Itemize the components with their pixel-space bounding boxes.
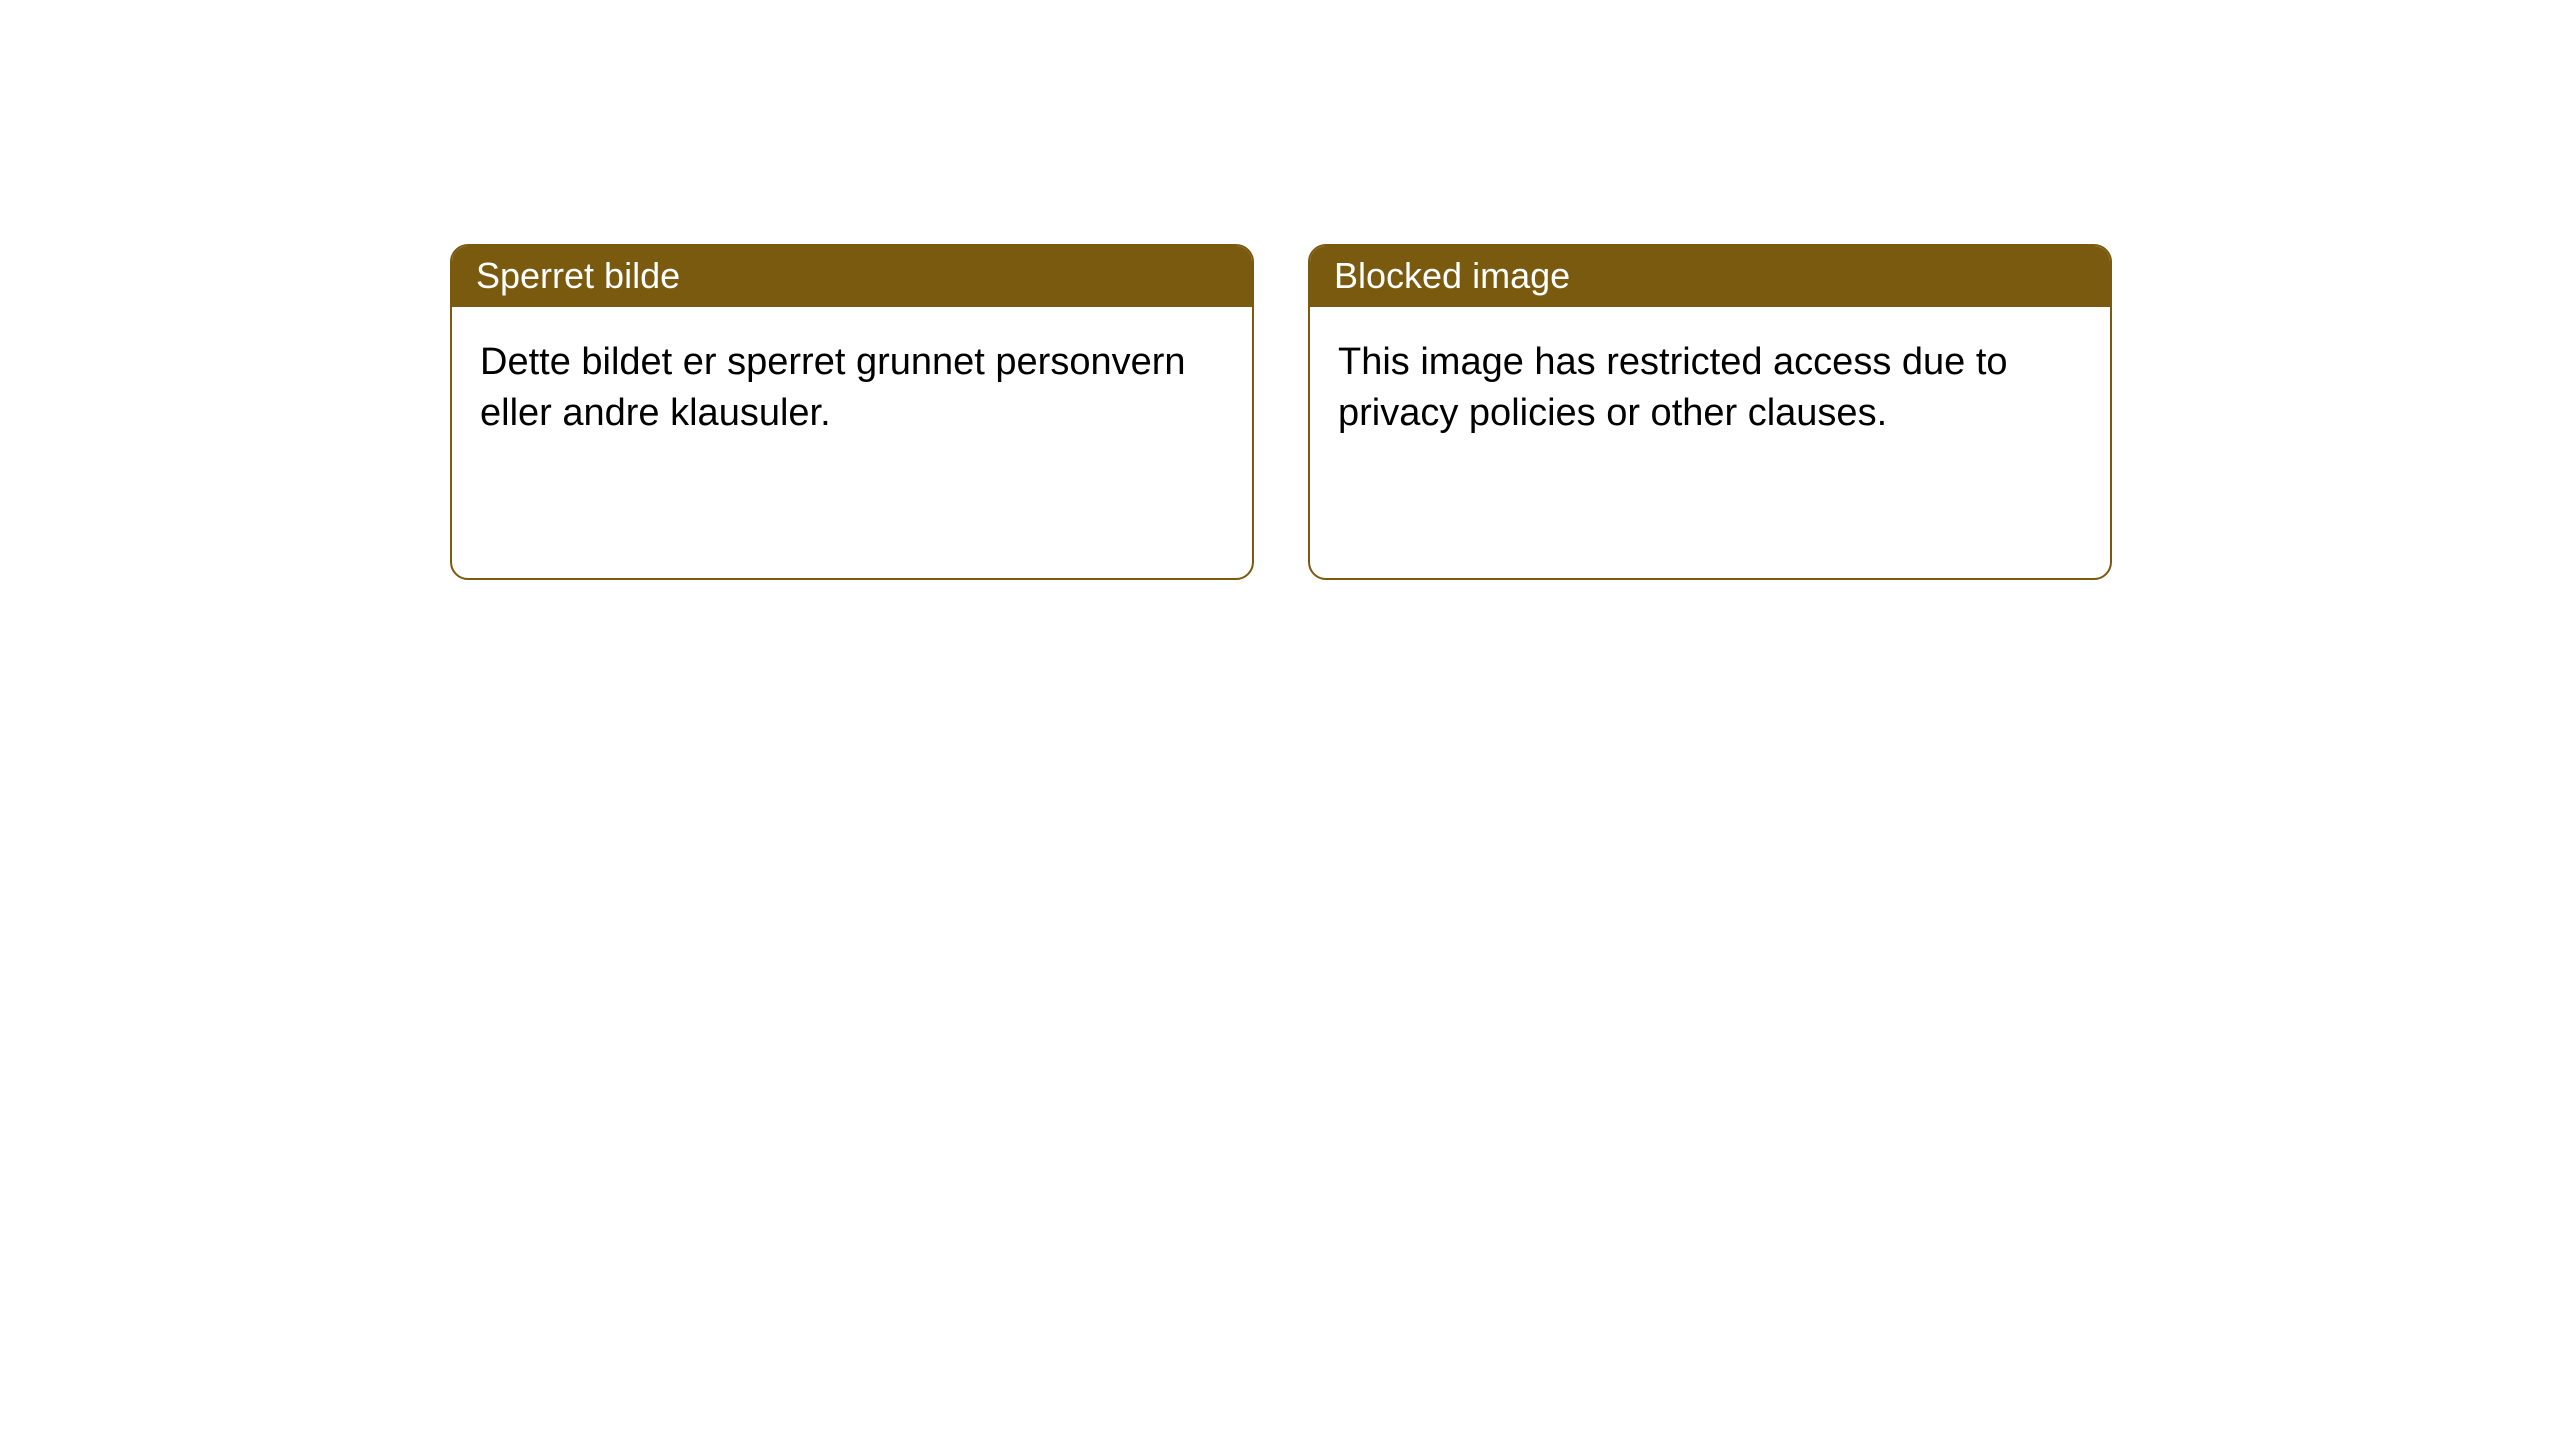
notice-card-english: Blocked image This image has restricted … xyxy=(1308,244,2112,580)
notice-container: Sperret bilde Dette bildet er sperret gr… xyxy=(0,0,2560,580)
notice-card-body: This image has restricted access due to … xyxy=(1310,307,2110,470)
notice-card-header: Sperret bilde xyxy=(452,246,1252,307)
notice-card-body: Dette bildet er sperret grunnet personve… xyxy=(452,307,1252,470)
notice-card-header: Blocked image xyxy=(1310,246,2110,307)
notice-card-norwegian: Sperret bilde Dette bildet er sperret gr… xyxy=(450,244,1254,580)
